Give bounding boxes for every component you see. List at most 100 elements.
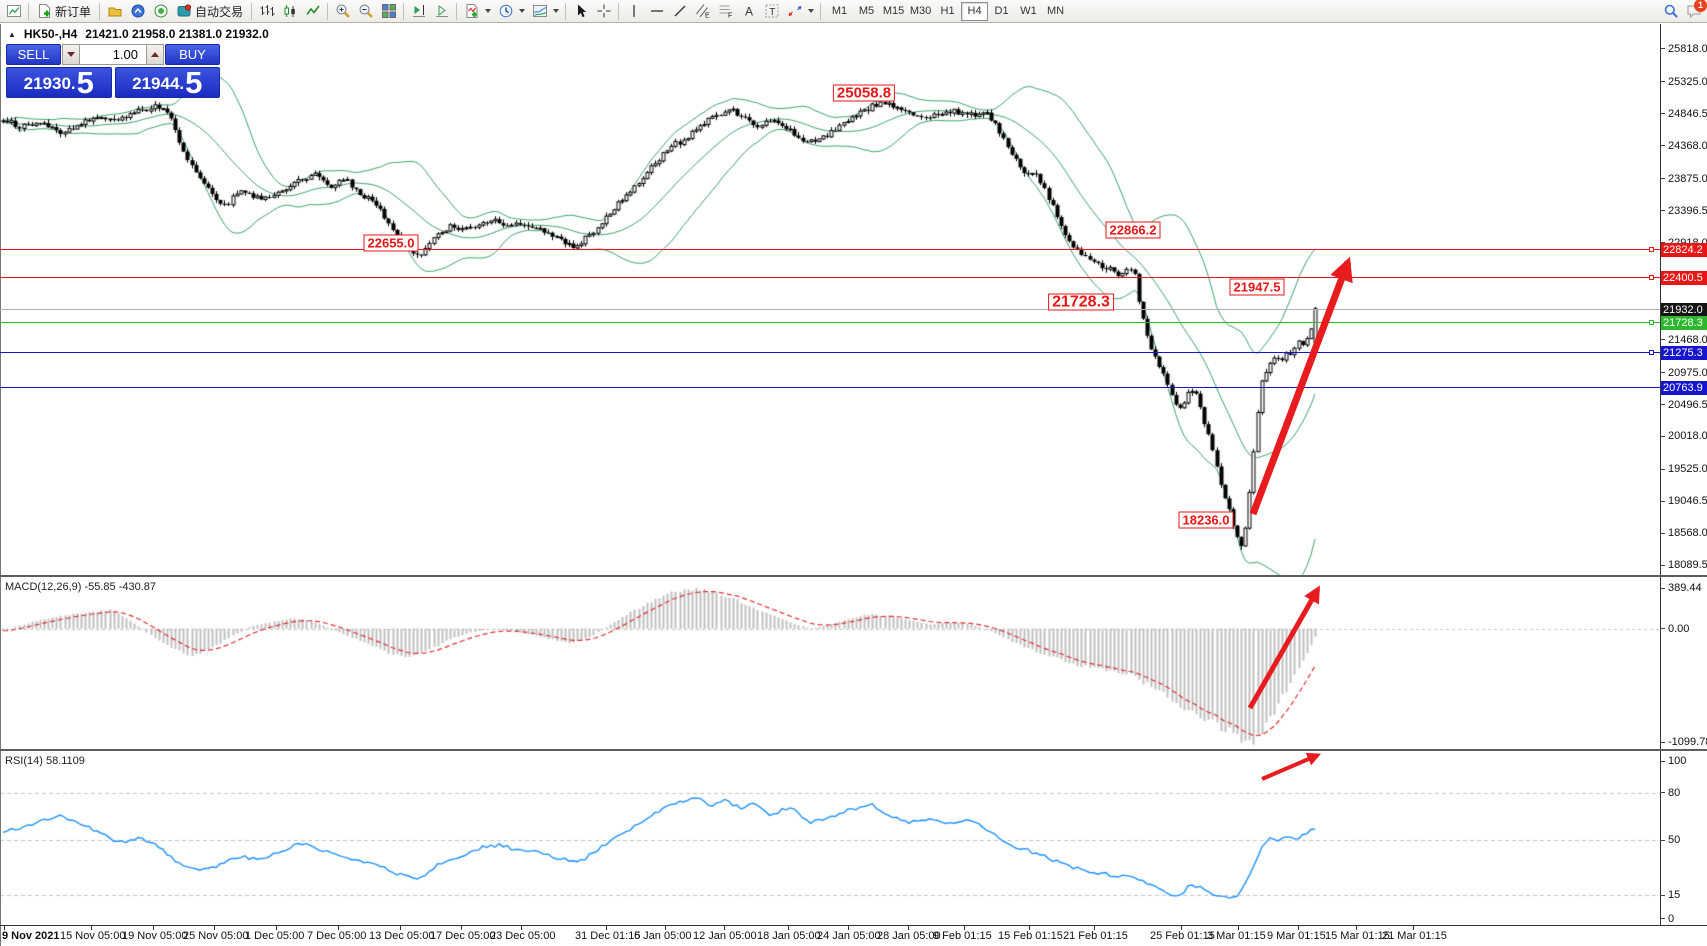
equidistant-channel-button[interactable]: E [691, 1, 714, 21]
time-tick [908, 926, 909, 930]
chart-shift-button[interactable] [407, 1, 430, 21]
symbol-period: HK50-,H4 [23, 27, 78, 41]
timeframe-m5-button[interactable]: M5 [853, 2, 880, 21]
sell-price[interactable]: 21930. 5 [6, 67, 112, 98]
price-badge: 22400.5 [1661, 270, 1707, 285]
collapse-icon[interactable]: ▲ [8, 29, 16, 39]
ohlc-values: 21421.0 21958.0 21381.0 21932.0 [85, 27, 269, 41]
search-icon [1662, 3, 1679, 20]
notifications-button[interactable]: 1 [1682, 0, 1707, 21]
timeframe-h1-button[interactable]: H1 [934, 2, 961, 21]
axis-tick: 20975.0 [1660, 367, 1707, 379]
hline-21932.0[interactable] [0, 309, 1660, 310]
line-handle[interactable] [1649, 350, 1654, 355]
axis-tick: 18089.5 [1660, 559, 1707, 571]
navigator-button[interactable] [149, 1, 172, 21]
crosshair-button[interactable] [592, 1, 615, 21]
time-label: 3 Mar 01:15 [1207, 930, 1266, 942]
time-label: 25 Nov 05:00 [183, 930, 249, 942]
trendline-button[interactable] [668, 1, 691, 21]
svg-text:F: F [728, 13, 732, 20]
hline-22400.5[interactable] [0, 277, 1660, 278]
price-callout-22866.2[interactable]: 22866.2 [1105, 221, 1161, 239]
pane-divider[interactable] [0, 749, 1707, 751]
price-callout-21728.3[interactable]: 21728.3 [1048, 293, 1114, 311]
triangle-up-icon [151, 52, 159, 57]
new-order-button[interactable]: 新订单 [32, 1, 96, 21]
arrows-button[interactable] [783, 1, 817, 21]
periods-icon [497, 3, 514, 20]
zoom-out-button[interactable] [354, 1, 377, 21]
timeframe-m15-button[interactable]: M15 [880, 2, 907, 21]
new-chart-button[interactable] [2, 1, 25, 21]
axis-tick: 50 [1660, 834, 1680, 846]
arrows-icon [786, 3, 803, 20]
sell-button[interactable]: SELL [6, 44, 61, 65]
price-callout-22655.0[interactable]: 22655.0 [363, 234, 419, 252]
text-label-button[interactable]: T [760, 1, 783, 21]
line-handle[interactable] [1649, 320, 1654, 325]
text-button[interactable]: A [737, 1, 760, 21]
time-label: 1 Dec 05:00 [245, 930, 305, 942]
search-button[interactable] [1659, 1, 1682, 21]
volume-increase-button[interactable] [146, 44, 164, 65]
new-chart-icon [5, 3, 22, 20]
hline-22824.2[interactable] [0, 249, 1660, 250]
zoom-in-button[interactable] [331, 1, 354, 21]
toolbar: 新订单 自动交易 E F A T M1 M5 M15 M30 H1 H4 D1 W1 MN 1 [0, 0, 1707, 23]
line-chart-button[interactable] [301, 1, 324, 21]
line-handle[interactable] [1649, 247, 1654, 252]
timeframe-mn-button[interactable]: MN [1042, 2, 1069, 21]
templates-button[interactable] [528, 1, 562, 21]
tile-windows-button[interactable] [377, 1, 400, 21]
indicators-button[interactable] [460, 1, 494, 21]
chart-shift-icon [410, 3, 427, 20]
hline-21275.3[interactable] [0, 352, 1660, 353]
time-label: 21 Mar 01:15 [1382, 930, 1447, 942]
timeframe-m1-button[interactable]: M1 [826, 2, 853, 21]
tile-windows-icon [380, 3, 397, 20]
timeframe-d1-button[interactable]: D1 [988, 2, 1015, 21]
time-label: 12 Jan 05:00 [693, 930, 757, 942]
volume-value[interactable]: 1.00 [80, 44, 146, 65]
axis-tick: 20496.5 [1660, 399, 1707, 411]
time-label: 7 Dec 05:00 [307, 930, 367, 942]
pane-divider[interactable] [0, 575, 1707, 577]
horizontal-line-button[interactable] [645, 1, 668, 21]
svg-text:A: A [745, 5, 753, 19]
timeframe-m30-button[interactable]: M30 [907, 2, 934, 21]
market-watch-button[interactable] [126, 1, 149, 21]
buy-price[interactable]: 21944. 5 [114, 67, 220, 98]
hline-20763.9[interactable] [0, 387, 1660, 388]
autotrading-button[interactable]: 自动交易 [172, 1, 248, 21]
price-callout-25058.8[interactable]: 25058.8 [832, 84, 896, 102]
window-left-border [0, 24, 1, 946]
timeframe-w1-button[interactable]: W1 [1015, 2, 1042, 21]
time-label: 19 Nov 05:00 [122, 930, 188, 942]
triangle-down-icon [67, 52, 75, 57]
timeframe-h4-button[interactable]: H4 [961, 1, 989, 21]
candlestick-chart-button[interactable] [278, 1, 301, 21]
periods-button[interactable] [494, 1, 528, 21]
price-axis-border [1660, 24, 1661, 926]
chart-profiles-button[interactable] [103, 1, 126, 21]
axis-tick: 25818.0 [1660, 43, 1707, 55]
vertical-line-button[interactable] [622, 1, 645, 21]
hline-21728.3[interactable] [0, 322, 1660, 323]
time-label: 25 Feb 01:15 [1150, 930, 1215, 942]
price-callout-21947.5[interactable]: 21947.5 [1229, 278, 1285, 296]
fibonacci-button[interactable]: F [714, 1, 737, 21]
new-order-icon [35, 3, 52, 20]
line-handle[interactable] [1649, 275, 1654, 280]
buy-button[interactable]: BUY [165, 44, 220, 65]
svg-text:T: T [769, 7, 775, 18]
auto-scroll-button[interactable] [430, 1, 453, 21]
cursor-button[interactable] [569, 1, 592, 21]
time-tick [1238, 926, 1239, 930]
new-order-label: 新订单 [55, 4, 92, 19]
price-callout-18236.0[interactable]: 18236.0 [1178, 511, 1234, 529]
bar-chart-button[interactable] [255, 1, 278, 21]
volume-decrease-button[interactable] [62, 44, 80, 65]
bar-chart-icon [258, 3, 275, 20]
